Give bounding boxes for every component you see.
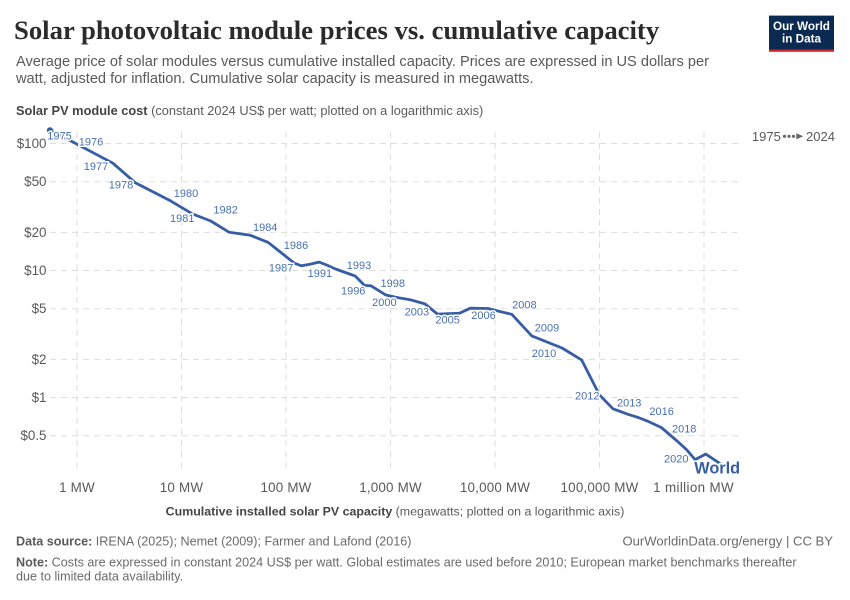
svg-text:2000: 2000 [372,297,396,309]
svg-text:2012: 2012 [575,391,599,403]
svg-text:$2: $2 [32,352,47,367]
svg-text:2016: 2016 [649,406,673,418]
svg-text:2020: 2020 [664,454,688,466]
svg-text:1981: 1981 [170,213,194,225]
svg-text:Average price of solar modules: Average price of solar modules versus cu… [16,54,709,70]
svg-text:$10: $10 [24,263,46,278]
svg-text:2006: 2006 [471,310,495,322]
svg-text:$100: $100 [17,136,47,151]
svg-text:1976: 1976 [79,137,103,149]
svg-text:1991: 1991 [308,268,332,280]
svg-text:2003: 2003 [405,307,429,319]
svg-text:in Data: in Data [782,33,821,46]
svg-text:Solar photovoltaic module pric: Solar photovoltaic module prices vs. cum… [14,15,660,45]
svg-text:1 million MW: 1 million MW [653,480,734,495]
svg-text:1993: 1993 [347,260,371,272]
svg-text:Our World: Our World [773,20,830,33]
svg-text:1984: 1984 [253,222,277,234]
svg-text:1978: 1978 [109,180,133,192]
svg-text:10 MW: 10 MW [160,480,204,495]
svg-text:$5: $5 [32,301,47,316]
svg-text:1996: 1996 [341,286,365,298]
svg-text:10,000 MW: 10,000 MW [460,480,530,495]
svg-text:1977: 1977 [84,161,108,173]
svg-text:$20: $20 [24,225,46,240]
svg-text:Data source: IRENA (2025); Nem: Data source: IRENA (2025); Nemet (2009);… [16,534,412,548]
svg-text:1,000 MW: 1,000 MW [359,480,422,495]
svg-text:due to limited data availabili: due to limited data availability. [16,570,183,584]
svg-text:1980: 1980 [174,188,198,200]
svg-text:1975: 1975 [47,131,71,143]
svg-text:100,000 MW: 100,000 MW [561,480,639,495]
svg-text:2005: 2005 [435,314,459,326]
svg-text:2008: 2008 [512,300,536,312]
svg-text:2010: 2010 [532,348,556,360]
svg-text:2024: 2024 [806,129,835,144]
svg-text:Note: Costs are expressed in c: Note: Costs are expressed in constant 20… [16,555,797,569]
svg-text:100 MW: 100 MW [260,480,311,495]
svg-text:$1: $1 [32,390,47,405]
svg-text:2013: 2013 [617,397,641,409]
svg-text:watt, adjusted for inflation.: watt, adjusted for inflation. Cumulative… [15,71,534,87]
svg-text:1982: 1982 [213,205,237,217]
svg-text:$0.5: $0.5 [20,428,46,443]
svg-text:1986: 1986 [284,240,308,252]
svg-text:2018: 2018 [672,423,696,435]
svg-text:Cumulative installed solar PV: Cumulative installed solar PV capacity (… [166,505,625,519]
svg-text:Solar PV module cost (constant: Solar PV module cost (constant 2024 US$ … [16,103,483,118]
svg-text:2009: 2009 [535,322,559,334]
svg-text:1987: 1987 [269,262,293,274]
svg-text:OurWorldinData.org/energy | CC: OurWorldinData.org/energy | CC BY [622,533,833,548]
svg-text:1998: 1998 [381,278,405,290]
svg-text:1975: 1975 [752,129,781,144]
svg-text:1 MW: 1 MW [59,480,95,495]
svg-text:$50: $50 [24,174,46,189]
svg-text:World: World [694,460,740,478]
